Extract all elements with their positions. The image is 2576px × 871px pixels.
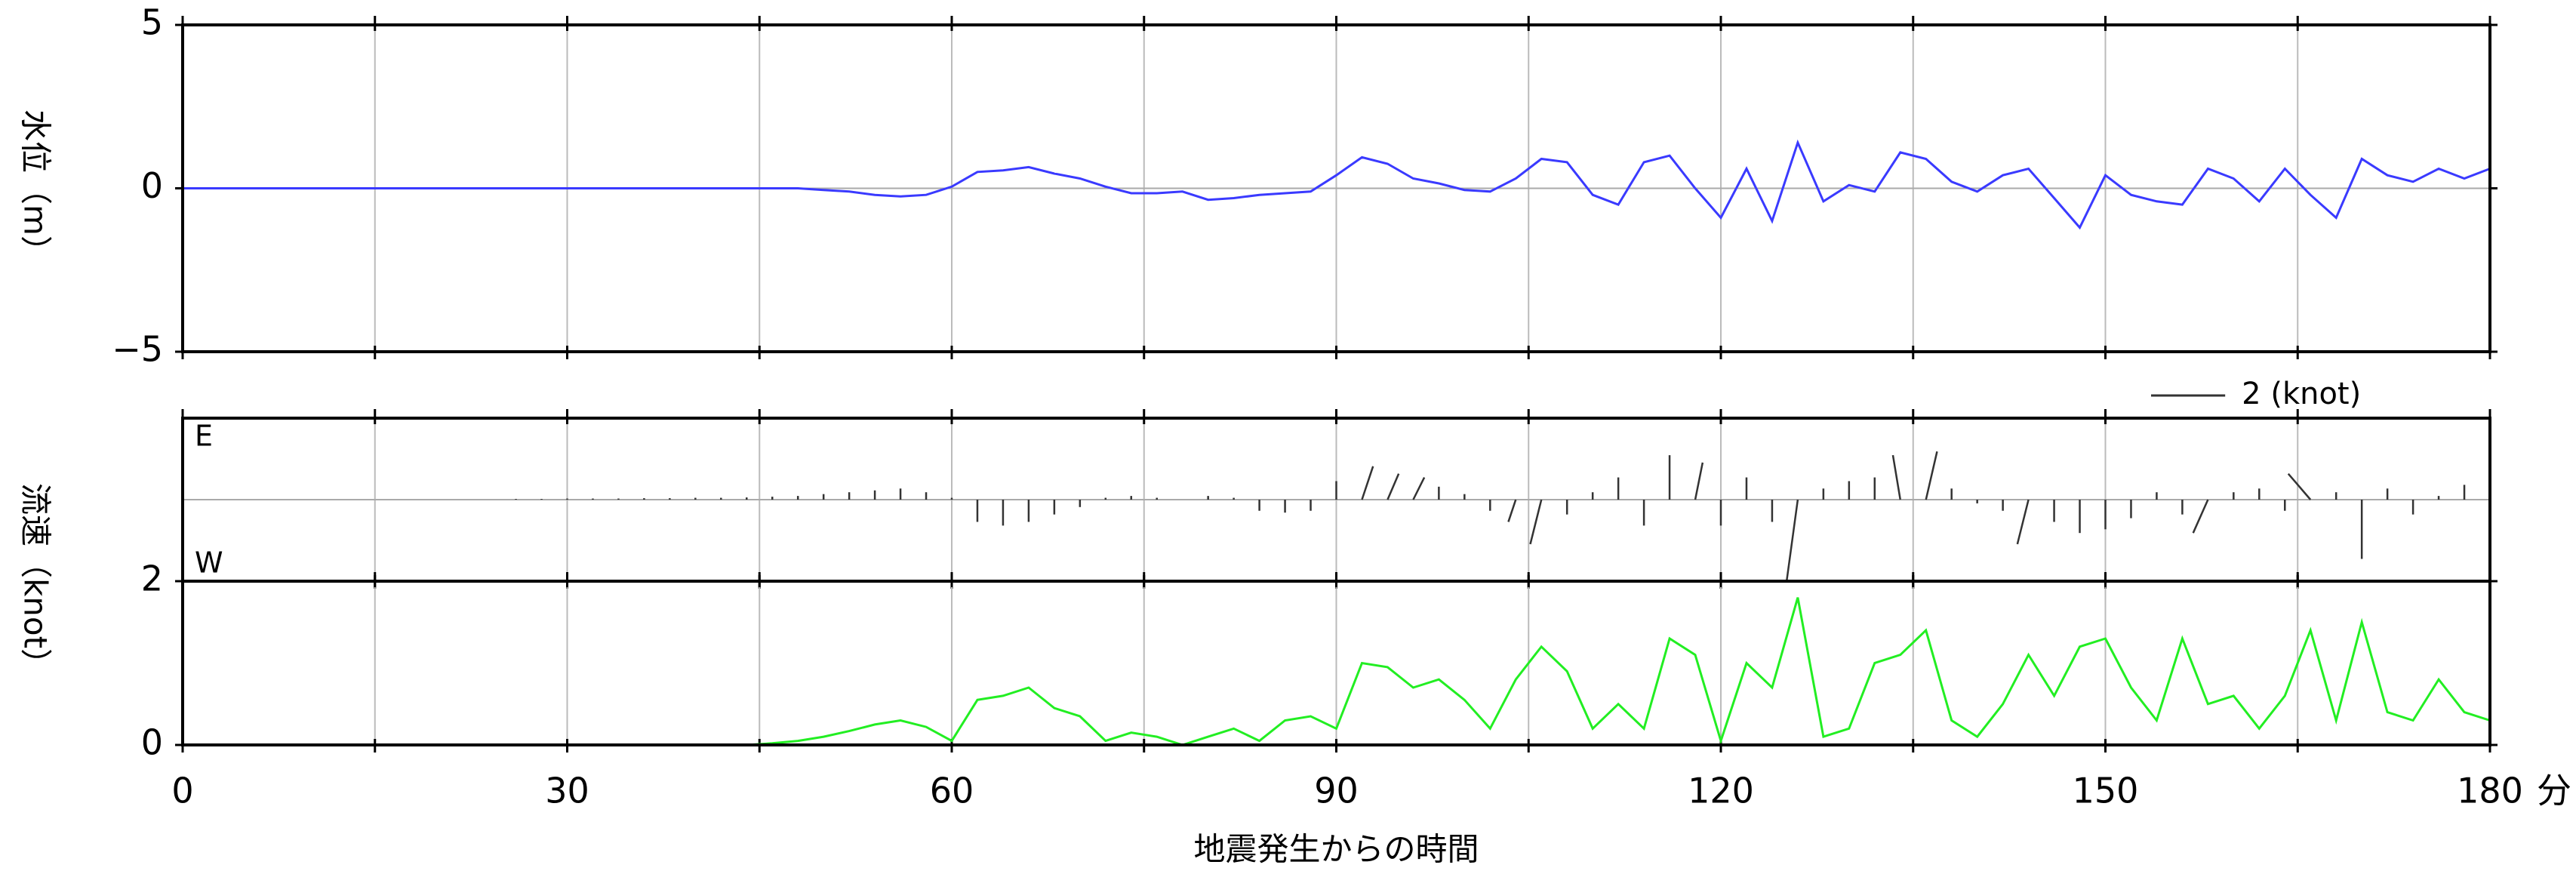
x-tick-label: 30	[545, 771, 589, 811]
y-tick-label: 5	[141, 2, 163, 43]
x-tick-label: 150	[2073, 771, 2139, 811]
east-label: E	[195, 420, 213, 453]
current-stick	[1785, 499, 1799, 582]
plot-frame	[181, 580, 2491, 746]
y-tick-label: 0	[141, 165, 163, 206]
current-stick	[1412, 476, 1426, 500]
y-tick-label: 0	[141, 722, 163, 763]
x-axis-title: 地震発生からの時間	[1193, 831, 1479, 868]
current-stick	[2192, 499, 2209, 534]
current-stick	[1694, 462, 1704, 500]
x-tick-label: 90	[1314, 771, 1359, 811]
y-tick-label: −5	[112, 329, 163, 370]
current-stick	[1891, 454, 1901, 500]
y-axis-title: 流速（knot）	[17, 483, 54, 680]
y-axis-title: 水位（m）	[17, 109, 54, 267]
west-label: W	[195, 546, 223, 580]
data-line	[183, 139, 2491, 230]
y-tick-label: 2	[141, 559, 163, 599]
current-stick	[2287, 472, 2312, 500]
plot-frame	[181, 23, 2491, 353]
current-stick	[1386, 473, 1400, 500]
current-stick	[1361, 466, 1374, 500]
current-stick	[1925, 451, 1938, 500]
x-unit: 分	[2537, 771, 2571, 811]
x-tick-label: 120	[1688, 771, 1754, 811]
scale-label: 2 (knot)	[2242, 377, 2361, 411]
current-stick	[2016, 499, 2030, 545]
x-tick-label: 0	[171, 771, 193, 811]
current-stick	[1507, 499, 1517, 522]
x-tick-label: 60	[930, 771, 974, 811]
x-tick-label: 180	[2457, 771, 2523, 811]
current-stick	[1529, 499, 1543, 545]
